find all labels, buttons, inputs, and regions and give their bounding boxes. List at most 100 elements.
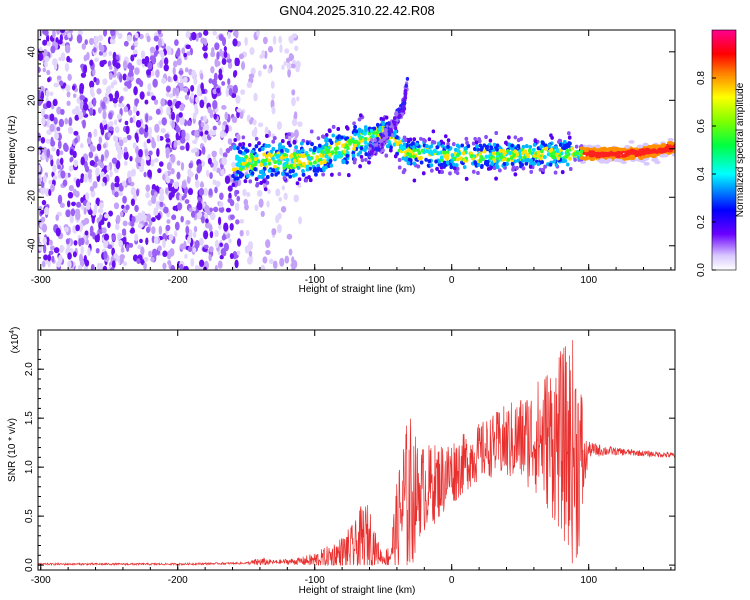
spectrogram-noise-blob	[214, 264, 218, 270]
spectrogram-trace-blob	[473, 146, 477, 151]
spectrogram-noise-blob	[203, 96, 208, 105]
spectrogram-noise-blob	[73, 130, 79, 136]
spectrogram-noise-blob	[220, 168, 225, 176]
spectrogram-trace-blob	[554, 163, 559, 168]
spectrogram-trace-blob	[451, 142, 456, 147]
spectrogram-trace-blob	[262, 179, 266, 184]
spectrogram-noise-blob	[46, 118, 50, 128]
spectrogram-trace-blob	[280, 139, 285, 144]
spectrogram-noise-blob	[89, 160, 96, 167]
spectrogram-branch-blob	[380, 138, 384, 143]
spectrogram-trace-blob	[401, 156, 406, 161]
spectrogram-noise-blob	[231, 266, 236, 270]
spectrogram-trace-blob	[510, 146, 515, 151]
spectrogram-noise-blob	[177, 139, 181, 146]
spectrogram-noise-blob	[224, 111, 229, 121]
spectrogram-trace-blob	[473, 136, 477, 141]
spectrogram-noise-blob	[203, 115, 208, 123]
spectrogram-noise-blob	[145, 184, 151, 192]
spectrogram-trace-blob	[275, 154, 280, 159]
spectrogram-noise-blob	[219, 130, 225, 138]
spectrogram-trace-blob	[526, 157, 530, 162]
spectrogram-trace-blob	[513, 159, 517, 164]
spectrogram-x-ticks: -300 -200 -100 0 100	[31, 30, 672, 286]
spectrogram-trace-blob	[274, 167, 279, 172]
spectrogram-noise-blob	[212, 166, 218, 172]
spectrogram-noise-blob	[68, 117, 73, 127]
spectrogram-noise-blob	[43, 254, 49, 261]
spectrogram-noise-blob	[41, 146, 48, 153]
spectrogram-noise-blob	[165, 146, 170, 156]
spectrogram-trace-blob	[233, 138, 238, 143]
spectrogram-noise-blob	[172, 60, 178, 68]
spectrogram-noise-blob	[162, 262, 167, 270]
spectrogram-trace-blob	[297, 149, 302, 154]
spectrogram-noise-blob	[67, 191, 74, 199]
spectrogram-trace-blob	[393, 129, 398, 134]
spectrogram-trace-blob	[448, 171, 452, 176]
spectrogram-noise-blob	[73, 240, 78, 246]
spectrogram-trace-blob	[548, 162, 553, 167]
spectrogram-noise-blob	[183, 265, 189, 270]
spectrogram-trace-blob	[273, 136, 277, 141]
spectrogram-noise-blob	[248, 250, 253, 257]
spectrogram-noise-blob	[48, 188, 52, 197]
spectrogram-trace-blob	[570, 146, 575, 151]
spectrogram-noise-blob	[96, 262, 101, 270]
spectrogram-trace-blob	[572, 152, 577, 157]
spectrogram-trace-blob	[231, 167, 236, 172]
spectrogram-trace-blob	[435, 145, 440, 150]
spectrogram-noise-blob	[130, 187, 137, 196]
spectrogram-trace-blob	[354, 129, 359, 134]
spectrogram-trace-blob	[520, 162, 524, 167]
spectrogram-noise-blob	[246, 192, 251, 198]
spectrogram-noise-blob	[272, 260, 278, 270]
spectrogram-trace-blob	[292, 140, 297, 145]
spectrogram-trace-blob	[280, 155, 284, 160]
spectrogram-noise-blob	[164, 187, 169, 195]
spectrogram-trace-blob	[345, 151, 350, 156]
spectrogram-trace-blob	[399, 145, 403, 150]
spectrogram-noise-blob	[95, 197, 101, 207]
spectrogram-noise-blob	[294, 45, 299, 52]
spectrogram-trace-blob	[539, 144, 543, 149]
spectrogram-trace-blob	[364, 145, 369, 150]
spectrogram-trace-blob	[507, 135, 511, 140]
spectrogram-noise-blob	[41, 199, 47, 206]
spectrogram-noise-blob	[175, 100, 182, 106]
spectrogram-noise-blob	[154, 191, 158, 198]
spectrogram-noise-blob	[70, 208, 76, 217]
spectrogram-noise-blob	[100, 125, 105, 136]
spectrogram-noise-blob	[121, 231, 127, 236]
spectrogram-trace-blob	[463, 146, 468, 151]
spectrogram-noise-blob	[198, 237, 204, 246]
spectrogram-noise-blob	[80, 205, 85, 210]
spectrogram-trace-blob	[271, 168, 276, 173]
spectrogram-trace-blob	[267, 143, 271, 148]
spectrogram-noise-blob	[118, 73, 123, 83]
spectrogram-noise-blob	[134, 40, 139, 47]
spectrogram-trace-blob	[408, 158, 413, 163]
spectrogram-trace-blob	[352, 121, 356, 126]
spectrogram-noise-blob	[91, 214, 95, 224]
spectrogram-branch-blob	[405, 76, 410, 81]
spectrogram-trace-blob	[248, 158, 253, 163]
spectrogram-noise-blob	[104, 149, 109, 159]
spectrogram-noise-blob	[126, 80, 132, 89]
spectrogram-noise-blob	[258, 198, 264, 208]
spectrogram-trace-blob	[353, 143, 357, 148]
colorbar-label: Normalized spectral amplitude	[735, 82, 746, 217]
spectrogram-noise-blob	[194, 129, 200, 138]
spectrogram-trace-blob	[262, 152, 267, 157]
spectrogram-noise-blob	[221, 156, 227, 166]
spectrogram-trace-blob	[532, 142, 537, 147]
spectrogram-noise-blob	[186, 236, 192, 245]
spectrogram-trace-blob	[321, 172, 325, 177]
spectrogram-noise-blob	[87, 171, 92, 180]
spectrogram-noise-blob	[147, 83, 152, 92]
spectrogram-trace-blob	[353, 124, 357, 129]
spectrogram-trace-blob	[359, 146, 364, 151]
spectrogram-noise-blob	[153, 209, 159, 216]
spectrogram-noise-blob	[110, 30, 116, 37]
spectrogram-noise-blob	[208, 224, 213, 232]
